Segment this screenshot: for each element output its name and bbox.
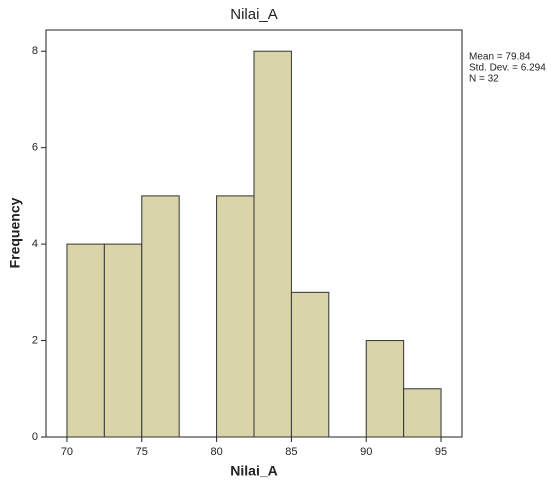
bar: [142, 196, 179, 437]
x-tick-label: 75: [136, 446, 148, 458]
x-tick-label: 95: [435, 446, 447, 458]
y-tick-label: 8: [32, 45, 38, 57]
chart-title: Nilai_A: [230, 6, 278, 23]
annotation: N = 32: [469, 74, 499, 85]
annotation: Mean = 79.84: [469, 52, 531, 63]
chart: Nilai_A Nilai_A Frequency 0 2 4 6 8 70 75 80 85 9…: [0, 0, 553, 481]
y-tick-label: 6: [32, 142, 38, 154]
bar: [104, 244, 141, 437]
y-tick-label: 2: [32, 334, 38, 346]
bar: [366, 341, 403, 437]
x-tick-label: 80: [210, 446, 222, 458]
page: Nilai_A Nilai_A Frequency 0 2 4 6 8 70 75 80 85 9…: [0, 0, 553, 481]
bar: [404, 389, 441, 437]
y-axis-label: Frequency: [7, 197, 23, 268]
annotation: Std. Dev. = 6.294: [469, 63, 546, 74]
bar: [67, 244, 104, 437]
x-tick-label: 85: [285, 446, 297, 458]
x-axis-label: Nilai_A: [230, 463, 277, 479]
bar: [217, 196, 254, 437]
x-tick-label: 70: [61, 446, 73, 458]
bar: [254, 51, 291, 437]
y-tick-label: 4: [32, 238, 38, 250]
bar: [291, 292, 328, 437]
x-tick-label: 90: [360, 446, 372, 458]
y-tick-label: 0: [32, 431, 38, 443]
